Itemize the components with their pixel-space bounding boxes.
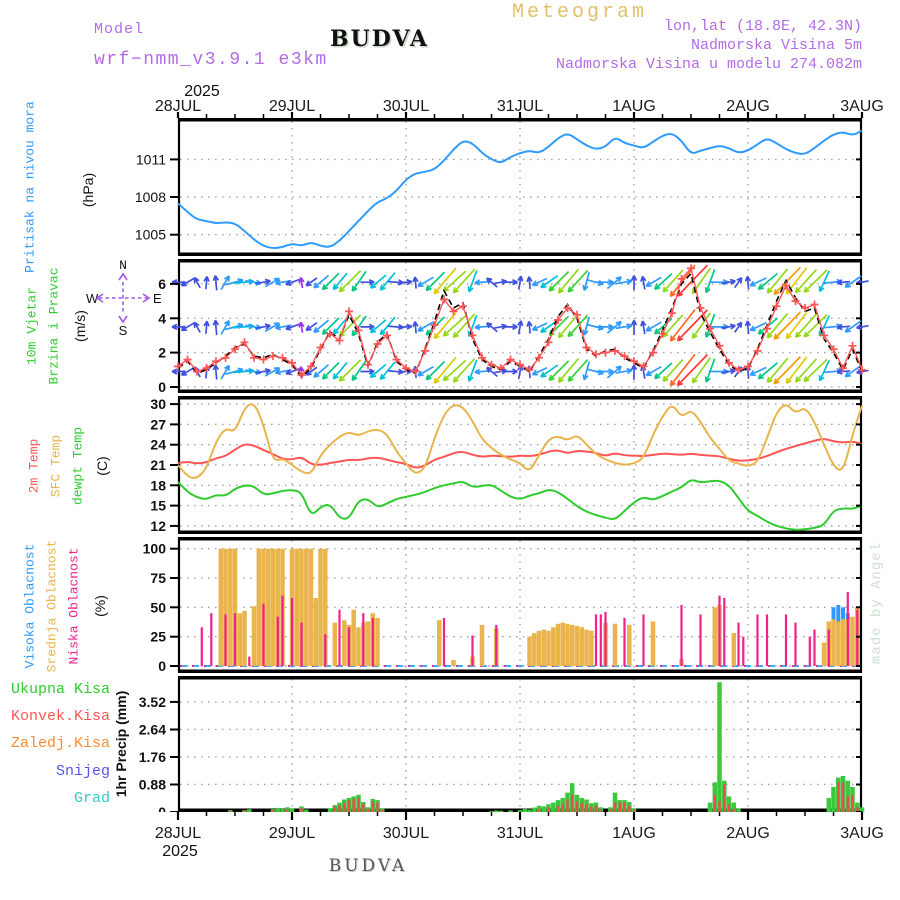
temp-ytick-label: 18: [150, 477, 166, 493]
location-info: lon,lat (18.8E, 42.3N) Nadmorska Visina …: [556, 17, 862, 74]
cloud-ytick-label: 0: [158, 658, 166, 673]
temp-sfc-label: SFC Temp: [48, 434, 64, 498]
cloud-ytick-label: 50: [150, 599, 166, 615]
plot-title: Meteogram: [512, 1, 648, 24]
day-label: 28JUL: [155, 825, 201, 842]
day-label: 30JUL: [383, 98, 429, 115]
wind-axis-label-1: 10m Vjetar: [24, 286, 40, 366]
precip-gridscale-label: Zaledj.Kisa: [10, 735, 110, 753]
cloud-ytick-label: 75: [150, 570, 166, 586]
compass-north-label: N: [119, 258, 127, 273]
day-label: 31JUL: [497, 98, 543, 115]
cloud-cover-chart: 0 25 50 75 100: [143, 537, 863, 673]
cloud-unit-label: (%): [92, 595, 108, 617]
day-label: 3AUG: [840, 825, 884, 842]
compass-south-label: S: [119, 323, 128, 338]
elevation-text: Nadmorska Visina 5m: [690, 37, 862, 54]
day-label: 2AUG: [726, 98, 770, 115]
lonlat-text: lon,lat (18.8E, 42.3N): [663, 18, 862, 35]
station-title: BUDVA: [330, 26, 429, 52]
cloud-mid-label: Srednja Oblacnost: [44, 539, 60, 673]
top-time-axis: 28JUL 29JUL 30JUL 31JUL 1AUG 2AUG 3AUG 2025: [155, 84, 884, 118]
precip-ytick-label: 2.64: [139, 722, 166, 738]
cloud-ytick-label: 100: [143, 541, 167, 557]
precip-snow-label: Snijeg: [55, 762, 110, 780]
compass-west-label: W: [86, 291, 99, 306]
pressure-ytick-label: 1008: [135, 189, 166, 205]
pressure-ytick-label: 1005: [135, 227, 166, 243]
temp-ytick-label: 12: [150, 518, 166, 534]
temp-ytick-label: 30: [150, 396, 166, 412]
wind-ytick-label: 0: [158, 379, 166, 393]
day-label: 1AUG: [612, 98, 656, 115]
model-elevation-text: Nadmorska Visina u modelu 274.082m: [555, 56, 862, 73]
cloud-low-label: Niska Oblacnost: [66, 547, 82, 665]
temp-ytick-label: 21: [150, 457, 166, 473]
wind-ytick-label: 6: [158, 276, 166, 292]
station-caption: BUDVA: [328, 856, 408, 876]
day-label: 29JUL: [269, 98, 315, 115]
model-version: wrf−nmm_v3.9.1 e3km: [94, 50, 328, 70]
pressure-axis-label: Pritisak na nivou mora: [22, 101, 38, 273]
year-label: 2025: [184, 84, 220, 100]
precip-ytick-label: 3.52: [139, 694, 166, 710]
wind-ytick-label: 2: [158, 345, 166, 361]
wind-ytick-label: 4: [158, 310, 166, 326]
temp-dewpt-label: dewpt Temp: [70, 426, 86, 506]
precip-convective-label: Konvek.Kisa: [10, 708, 110, 726]
precip-ytick-label: 0.88: [139, 777, 166, 793]
temp-2m-label: 2m Temp: [26, 438, 42, 494]
day-label: 29JUL: [269, 825, 315, 842]
chart-column: 28JUL 29JUL 30JUL 31JUL 1AUG 2AUG 3AUG 2025 100…: [108, 84, 892, 858]
day-label: 30JUL: [383, 825, 429, 842]
precip-legend: Ukupna Kisa Konvek.Kisa Zaledj.Kisa Snij…: [0, 676, 110, 812]
day-label: 28JUL: [155, 98, 201, 115]
day-label: 31JUL: [497, 825, 543, 842]
precip-ytick-label: 0: [158, 804, 166, 812]
bottom-time-axis: 28JUL 29JUL 30JUL 31JUL 1AUG 2AUG 3AUG 2025: [155, 812, 884, 858]
pressure-chart: 1005 1008 1011: [135, 118, 863, 256]
cloud-ytick-label: 25: [150, 629, 166, 645]
model-label: Model: [94, 21, 145, 38]
temperature-chart: 12 15 18 21 24 27 30: [150, 396, 863, 534]
wind-chart: 0 2 4 6: [158, 259, 869, 393]
day-label: 2AUG: [726, 825, 770, 842]
day-label: 3AUG: [840, 98, 884, 115]
temp-ytick-label: 24: [150, 437, 166, 453]
wind-compass-icon: N S W E: [86, 258, 161, 338]
precip-total-label: Ukupna Kisa: [10, 681, 110, 699]
temp-ytick-label: 27: [150, 416, 166, 432]
precipitation-chart: 0 0.88 1.76 2.64 3.52: [139, 676, 865, 812]
wind-axis-label-2: Brzina i Pravac: [46, 267, 62, 385]
precip-ytick-label: 1.76: [139, 749, 166, 765]
cloud-high-label: Visoka Oblacnost: [22, 543, 38, 669]
day-label: 1AUG: [612, 825, 656, 842]
pressure-unit-label: (hPa): [80, 172, 96, 208]
pressure-ytick-label: 1011: [136, 151, 166, 167]
year-label: 2025: [162, 843, 198, 858]
watermark: made by Angel: [869, 541, 885, 665]
temp-ytick-label: 15: [150, 498, 166, 514]
compass-east-label: E: [153, 291, 161, 306]
precip-hail-label: Grad: [73, 789, 110, 807]
